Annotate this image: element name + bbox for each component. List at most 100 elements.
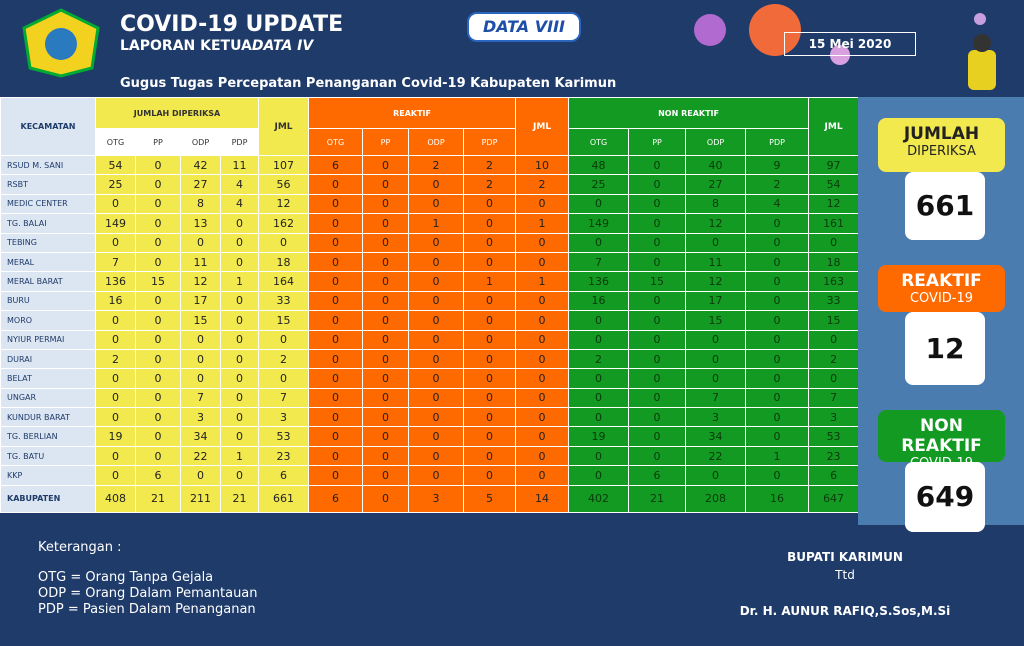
cell: 48	[568, 154, 630, 176]
cell: 0	[362, 445, 409, 467]
cell: 0	[408, 329, 464, 350]
legend-item: PDP = Pasien Dalam Penanganan	[38, 602, 256, 617]
cell: 0	[95, 465, 136, 486]
column-label: OTG	[95, 128, 136, 156]
worker-art	[968, 13, 996, 90]
cell: 7	[685, 387, 747, 409]
cell: 0	[135, 213, 181, 234]
cell: 149	[95, 213, 136, 234]
row-name: DURAI	[0, 348, 96, 370]
cell: 3	[180, 407, 221, 428]
cell: 2	[568, 348, 630, 370]
cell: 0	[135, 193, 181, 215]
cell: 4	[220, 193, 259, 215]
cell: 0	[95, 329, 136, 350]
signer-note: Ttd	[835, 568, 855, 582]
row-name: TEBING	[0, 232, 96, 253]
cell: 0	[258, 232, 309, 253]
cell: 0	[95, 310, 136, 331]
cell: 0	[745, 426, 810, 447]
row-name: NYIUR PERMAI	[0, 329, 96, 350]
cell: 0	[745, 368, 810, 389]
cell: 15	[135, 271, 181, 292]
cell: 0	[462, 387, 517, 409]
cell: 0	[745, 251, 810, 273]
cell: 0	[685, 465, 747, 486]
cell: 0	[515, 251, 570, 273]
cell: 0	[628, 329, 687, 350]
table-row: RSUD M. SANI 54 0 42 11 107 6 0 2 2 10 48 0 40 9 97	[0, 154, 860, 176]
cell: 0	[628, 348, 687, 370]
cell: 0	[685, 232, 747, 253]
cell: 0	[462, 426, 517, 447]
group-total: JML	[515, 97, 570, 156]
summary-value: 661	[905, 172, 985, 240]
cell: 0	[180, 348, 221, 370]
cell: 0	[362, 251, 409, 273]
table-row: TG. BATU 0 0 22 1 23 0 0 0 0 0 0 0 22 1 23	[0, 445, 860, 467]
cell: 0	[408, 407, 464, 428]
cell: 0	[628, 193, 687, 215]
cell: 647	[808, 484, 860, 513]
cell: 0	[628, 407, 687, 428]
cell: 11	[180, 251, 221, 273]
cell: 408	[95, 484, 136, 513]
row-name: BURU	[0, 290, 96, 312]
summary-label: JUMLAH DIPERIKSA	[878, 118, 1005, 172]
cell: 7	[568, 251, 630, 273]
cell: 0	[308, 193, 363, 215]
header-row: KECAMATAN JUMLAH DIPERIKSA JML REAKTIF JML NO…	[0, 97, 860, 156]
cell: 0	[135, 174, 181, 195]
cell: 21	[628, 484, 687, 513]
cell: 0	[408, 232, 464, 253]
cell: 0	[135, 407, 181, 428]
cell: 2	[95, 348, 136, 370]
cell: 0	[362, 368, 409, 389]
cell: 0	[220, 465, 259, 486]
cell: 2	[745, 174, 810, 195]
cell: 2	[462, 154, 517, 176]
column-label: PDP	[220, 128, 259, 156]
cell: 21	[220, 484, 259, 513]
cell: 0	[745, 348, 810, 370]
cell: 0	[568, 445, 630, 467]
cell: 0	[628, 154, 687, 176]
cell: 6	[628, 465, 687, 486]
cell: 136	[95, 271, 136, 292]
column-label: ODP	[180, 128, 221, 156]
cell: 0	[628, 232, 687, 253]
column-label: OTG	[308, 128, 363, 156]
cell: 0	[362, 290, 409, 312]
cell: 6	[135, 465, 181, 486]
cell: 0	[408, 290, 464, 312]
cell: 3	[808, 407, 860, 428]
cell: 12	[258, 193, 309, 215]
cell: 0	[220, 426, 259, 447]
cell: 9	[745, 154, 810, 176]
cell: 0	[308, 213, 363, 234]
cell: 0	[135, 329, 181, 350]
cell: 0	[362, 232, 409, 253]
legend: OTG = Orang Tanpa Gejala ODP = Orang Dala…	[38, 570, 258, 618]
cell: 0	[808, 329, 860, 350]
subtitle-prefix: LAPORAN KETUA	[120, 38, 252, 54]
cell: 0	[308, 348, 363, 370]
column-label: PDP	[462, 128, 517, 156]
cell: 7	[808, 387, 860, 409]
cell: 0	[408, 251, 464, 273]
cell: 0	[515, 445, 570, 467]
cell: 0	[308, 174, 363, 195]
cell: 0	[515, 387, 570, 409]
cell: 5	[462, 484, 517, 513]
cell: 33	[808, 290, 860, 312]
cell: 17	[685, 290, 747, 312]
legend-item: ODP = Orang Dalam Pemantauan	[38, 586, 258, 601]
cell: 0	[135, 154, 181, 176]
summary-title: JUMLAH	[903, 124, 980, 144]
cell: 0	[515, 290, 570, 312]
cell: 34	[685, 426, 747, 447]
cell: 16	[568, 290, 630, 312]
cell: 0	[808, 232, 860, 253]
cell: 0	[515, 368, 570, 389]
cell: 0	[220, 251, 259, 273]
